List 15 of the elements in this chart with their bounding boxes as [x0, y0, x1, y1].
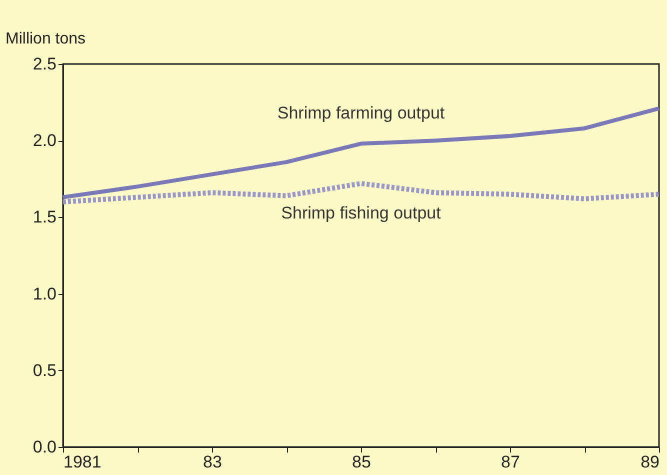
series-label: Shrimp fishing output — [281, 203, 442, 222]
y-tick-label: 2.0 — [32, 131, 56, 150]
y-tick-label: 1.5 — [32, 208, 56, 227]
y-tick-label: 0.0 — [32, 438, 56, 456]
x-tick-label: 1981 — [64, 452, 102, 472]
y-tick-label: 1.0 — [32, 284, 56, 304]
x-tick-label: 89 — [640, 452, 660, 472]
x-tick-label: 83 — [203, 452, 222, 472]
series-label: Shrimp farming output — [277, 104, 445, 123]
y-tick-label: 0.5 — [32, 360, 56, 380]
line-series — [61, 106, 661, 200]
x-tick-label: 87 — [501, 452, 520, 472]
x-tick-label: 85 — [352, 452, 371, 472]
y-tick-label: 2.5 — [32, 54, 56, 74]
y-axis-title: Million tons — [6, 30, 86, 48]
